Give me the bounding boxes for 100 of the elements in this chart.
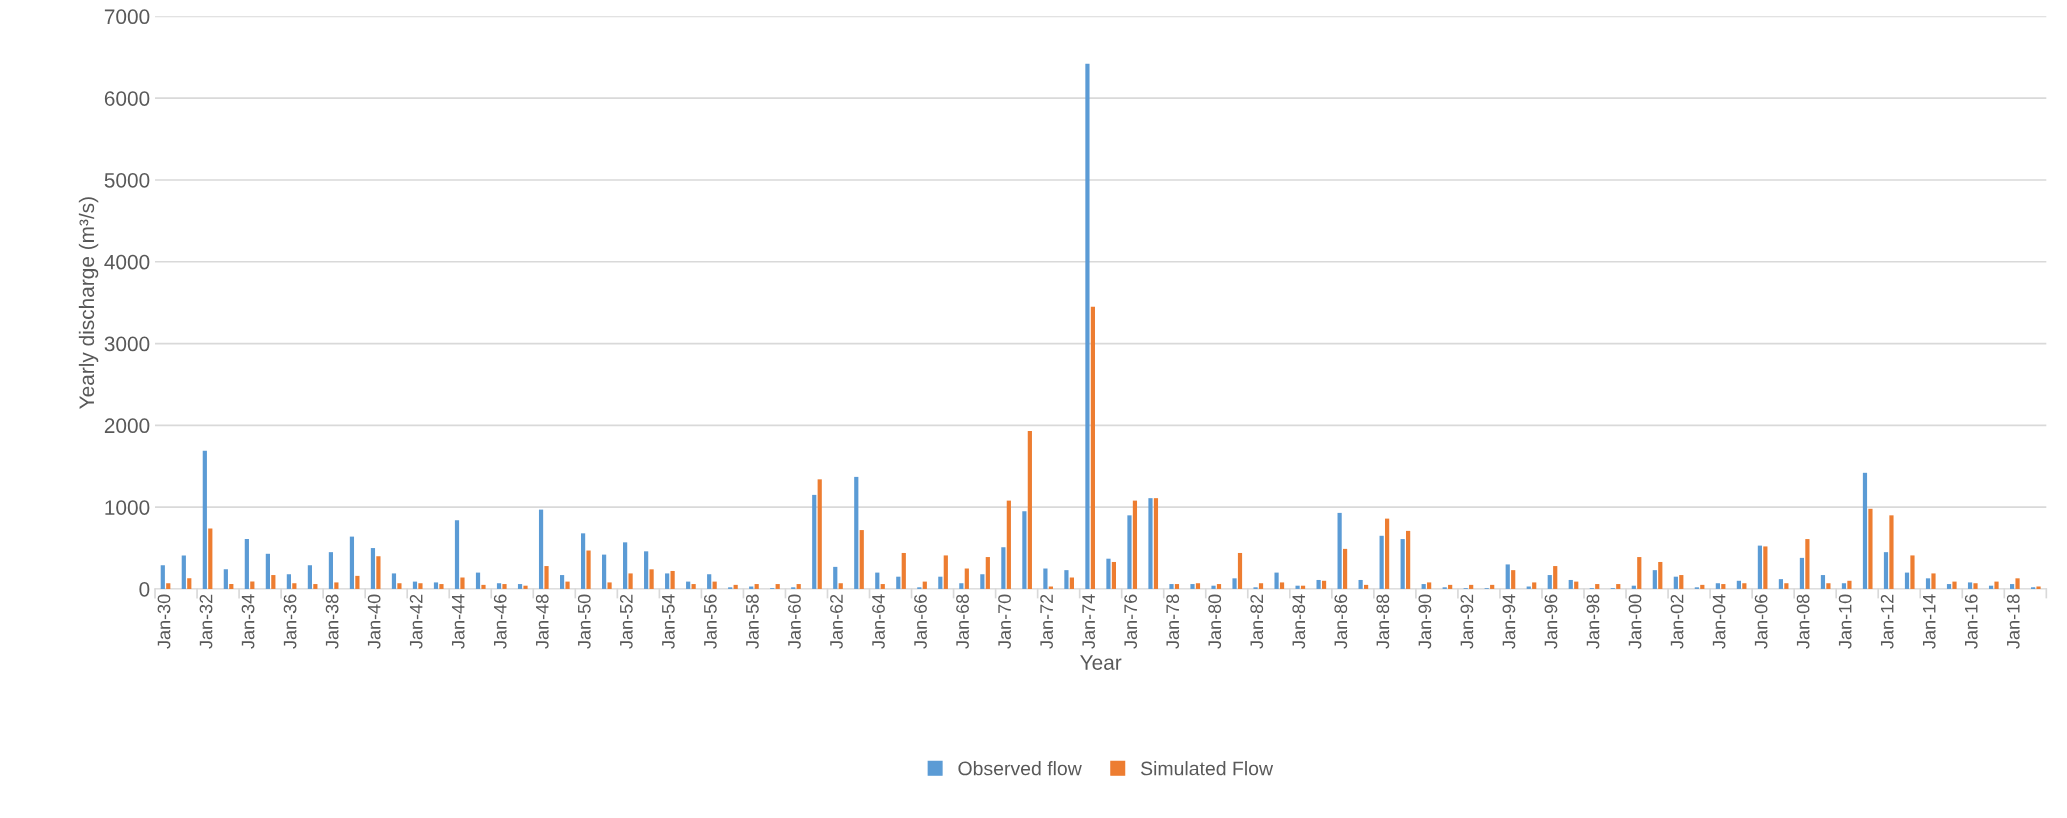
bar <box>1736 580 1741 589</box>
bar <box>733 584 738 589</box>
x-tick-label: Jan-00 <box>1628 594 1642 649</box>
x-tick-label: Jan-52 <box>619 594 633 649</box>
bar <box>565 581 570 589</box>
bar <box>1279 582 1285 589</box>
bar <box>187 578 192 589</box>
bar <box>1904 572 1910 589</box>
bar <box>712 581 717 589</box>
x-tick-label: Jan-10 <box>1838 594 1852 649</box>
bar <box>607 582 612 589</box>
bar <box>817 479 822 589</box>
x-tick-label: Jan-14 <box>1923 594 1936 649</box>
bar <box>1427 582 1432 589</box>
bar <box>481 584 486 589</box>
bar <box>943 555 948 589</box>
bar <box>412 581 418 589</box>
x-tick-label: Jan-88 <box>1376 594 1390 649</box>
y-tick-label: 4000 <box>104 254 150 270</box>
x-tick-label: Jan-04 <box>1712 594 1726 649</box>
y-tick-label: 1000 <box>105 500 150 515</box>
bar <box>1553 566 1558 589</box>
bar <box>1132 500 1138 589</box>
bar <box>544 566 549 589</box>
bar <box>665 573 670 589</box>
x-tick-label: Jan-34 <box>241 594 255 649</box>
bar <box>181 555 186 589</box>
bar <box>496 583 502 589</box>
x-tick-label: Jan-64 <box>872 594 885 649</box>
x-tick-label: Jan-94 <box>1502 594 1516 649</box>
x-tick-label: Jan-30 <box>157 594 171 649</box>
bar <box>517 584 523 589</box>
bar <box>1337 512 1342 589</box>
x-tick-label: Jan-50 <box>577 594 591 649</box>
bar <box>1616 584 1621 589</box>
bar <box>2009 584 2015 589</box>
bar <box>1715 583 1720 589</box>
bar <box>875 572 880 589</box>
bar <box>1931 573 1936 589</box>
bar <box>980 574 985 589</box>
x-tick-label: Jan-60 <box>788 594 801 649</box>
bar <box>1763 546 1768 589</box>
bar <box>1595 584 1600 589</box>
x-axis-title: Year <box>1080 655 1122 670</box>
bar <box>602 554 607 589</box>
bar <box>391 573 397 589</box>
bar <box>1994 581 1999 589</box>
bar <box>328 552 334 589</box>
bar <box>1742 583 1747 589</box>
bar <box>397 583 402 589</box>
bar <box>1022 511 1027 589</box>
bar <box>1400 539 1405 589</box>
bar <box>1805 539 1810 589</box>
bar <box>1847 580 1852 589</box>
x-tick-label: Jan-32 <box>199 594 213 649</box>
bar <box>838 583 843 589</box>
x-tick-label: Jan-98 <box>1586 594 1600 649</box>
bar <box>623 542 628 589</box>
y-tick-label: 3000 <box>104 336 150 352</box>
bar <box>1106 558 1111 589</box>
bar <box>1574 581 1579 589</box>
x-tick-label: Jan-72 <box>1040 594 1053 649</box>
x-tick-label: Jan-42 <box>409 594 423 649</box>
bar <box>1679 575 1684 589</box>
bar <box>538 509 544 589</box>
bar <box>644 551 649 589</box>
bar <box>775 584 780 589</box>
bar <box>1889 515 1894 589</box>
bar <box>271 575 276 589</box>
bar <box>1826 583 1831 589</box>
x-tick-label: Jan-82 <box>1250 594 1264 649</box>
x-tick-label: Jan-38 <box>325 594 339 649</box>
bar <box>1169 584 1174 589</box>
bar <box>244 539 249 589</box>
bar <box>985 557 990 589</box>
bar <box>1925 578 1931 589</box>
x-tick-label: Jan-84 <box>1292 594 1306 649</box>
bar <box>812 494 817 589</box>
bar <box>202 450 207 589</box>
x-tick-label: Jan-02 <box>1670 594 1684 649</box>
bar <box>1148 498 1153 589</box>
x-tick-label: Jan-06 <box>1754 594 1768 649</box>
bar <box>901 552 906 589</box>
bar <box>1505 564 1510 589</box>
bar <box>1652 570 1657 589</box>
x-tick-label: Jan-58 <box>746 594 759 649</box>
bar <box>796 584 801 589</box>
bar <box>1295 585 1300 589</box>
bar <box>1946 584 1952 589</box>
bar <box>1090 306 1095 589</box>
bar <box>1862 472 1868 589</box>
bar <box>1153 498 1159 589</box>
bar <box>1778 579 1784 589</box>
y-tick-label: 7000 <box>104 9 150 25</box>
bar <box>938 576 943 589</box>
bar <box>1721 584 1726 589</box>
bar <box>376 556 381 589</box>
bar <box>754 584 759 589</box>
bar <box>265 553 270 589</box>
x-tick-label: Jan-62 <box>830 594 843 649</box>
